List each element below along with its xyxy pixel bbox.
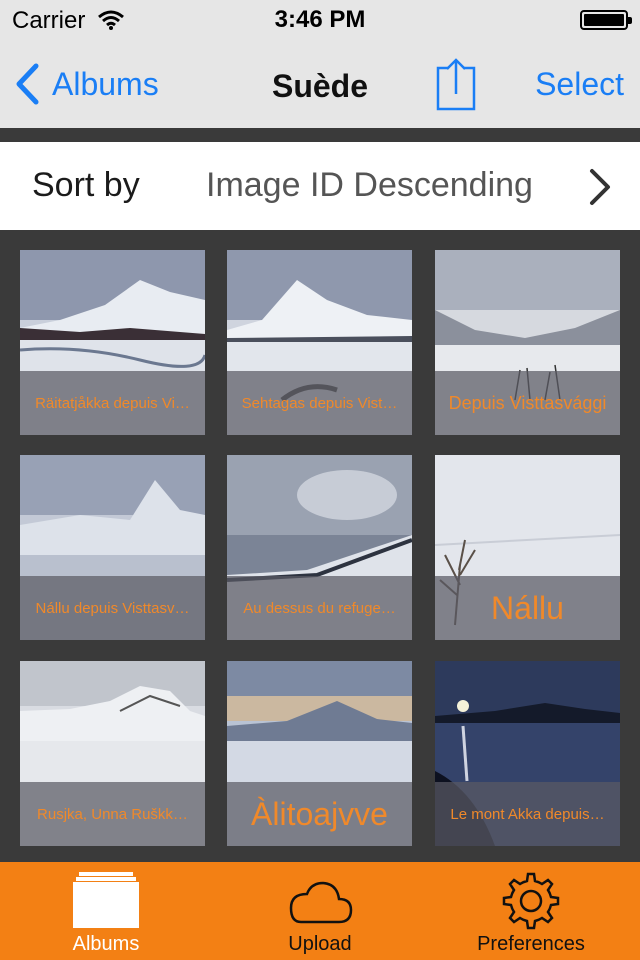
- cloud-icon: [289, 881, 353, 924]
- photo-caption: Räitatjåkka depuis Vi…: [35, 394, 190, 412]
- photo-tile[interactable]: Àlitoajvve: [227, 661, 412, 846]
- photo-tile[interactable]: Sehtagas depuis Vist…: [227, 250, 412, 435]
- photo-tile[interactable]: Au dessus du refuge…: [227, 455, 412, 640]
- photo-caption: Depuis Visttasvággi: [448, 392, 607, 413]
- photo-caption: Au dessus du refuge…: [243, 599, 396, 617]
- wifi-icon: [98, 10, 124, 30]
- gear-icon: [502, 872, 560, 930]
- tab-preferences-label: Preferences: [477, 933, 585, 955]
- photo-tile[interactable]: Nállu depuis Visttasv…: [20, 455, 205, 640]
- photo-caption: Àlitoajvve: [251, 795, 388, 832]
- photo-tile[interactable]: Nállu: [435, 455, 620, 640]
- sort-label: Sort by: [32, 166, 140, 204]
- tab-upload[interactable]: Upload: [220, 862, 420, 960]
- photo-caption: Nállu: [491, 589, 564, 626]
- status-bar: Carrier 3:46 PM: [0, 0, 640, 40]
- divider: [0, 128, 640, 142]
- tab-albums[interactable]: Albums: [6, 862, 206, 960]
- chevron-left-icon: [16, 63, 39, 105]
- photo-grid: Räitatjåkka depuis Vi… Sehtagas depuis V…: [0, 230, 640, 862]
- back-button[interactable]: Albums: [14, 62, 159, 106]
- battery-icon: [580, 10, 632, 30]
- select-button[interactable]: Select: [535, 66, 624, 102]
- tab-upload-label: Upload: [288, 933, 352, 955]
- tab-bar: Albums Upload Preferences: [0, 862, 640, 960]
- status-time: 3:46 PM: [274, 6, 366, 33]
- photo-tile[interactable]: Depuis Visttasvággi: [435, 250, 620, 435]
- photo-tile[interactable]: Le mont Akka depuis…: [435, 661, 620, 846]
- photo-caption: Le mont Akka depuis…: [450, 805, 605, 823]
- photo-tile[interactable]: Rusjka, Unna Ruškk…: [20, 661, 205, 846]
- tab-preferences[interactable]: Preferences: [431, 862, 631, 960]
- navigation-bar: Albums Suède Select: [0, 40, 640, 128]
- photo-tile[interactable]: Räitatjåkka depuis Vi…: [20, 250, 205, 435]
- photo-caption: Rusjka, Unna Ruškk…: [37, 805, 188, 823]
- sort-row[interactable]: Sort by Image ID Descending: [0, 142, 640, 230]
- photo-caption: Sehtagas depuis Vist…: [241, 394, 398, 412]
- tab-albums-label: Albums: [72, 933, 140, 955]
- back-button-label: Albums: [52, 65, 159, 102]
- share-icon[interactable]: [434, 56, 478, 112]
- carrier-label: Carrier: [12, 7, 86, 34]
- sort-value: Image ID Descending: [206, 166, 533, 204]
- albums-icon: [73, 872, 139, 928]
- chevron-right-icon: [590, 169, 610, 205]
- photo-caption: Nállu depuis Visttasv…: [35, 599, 190, 617]
